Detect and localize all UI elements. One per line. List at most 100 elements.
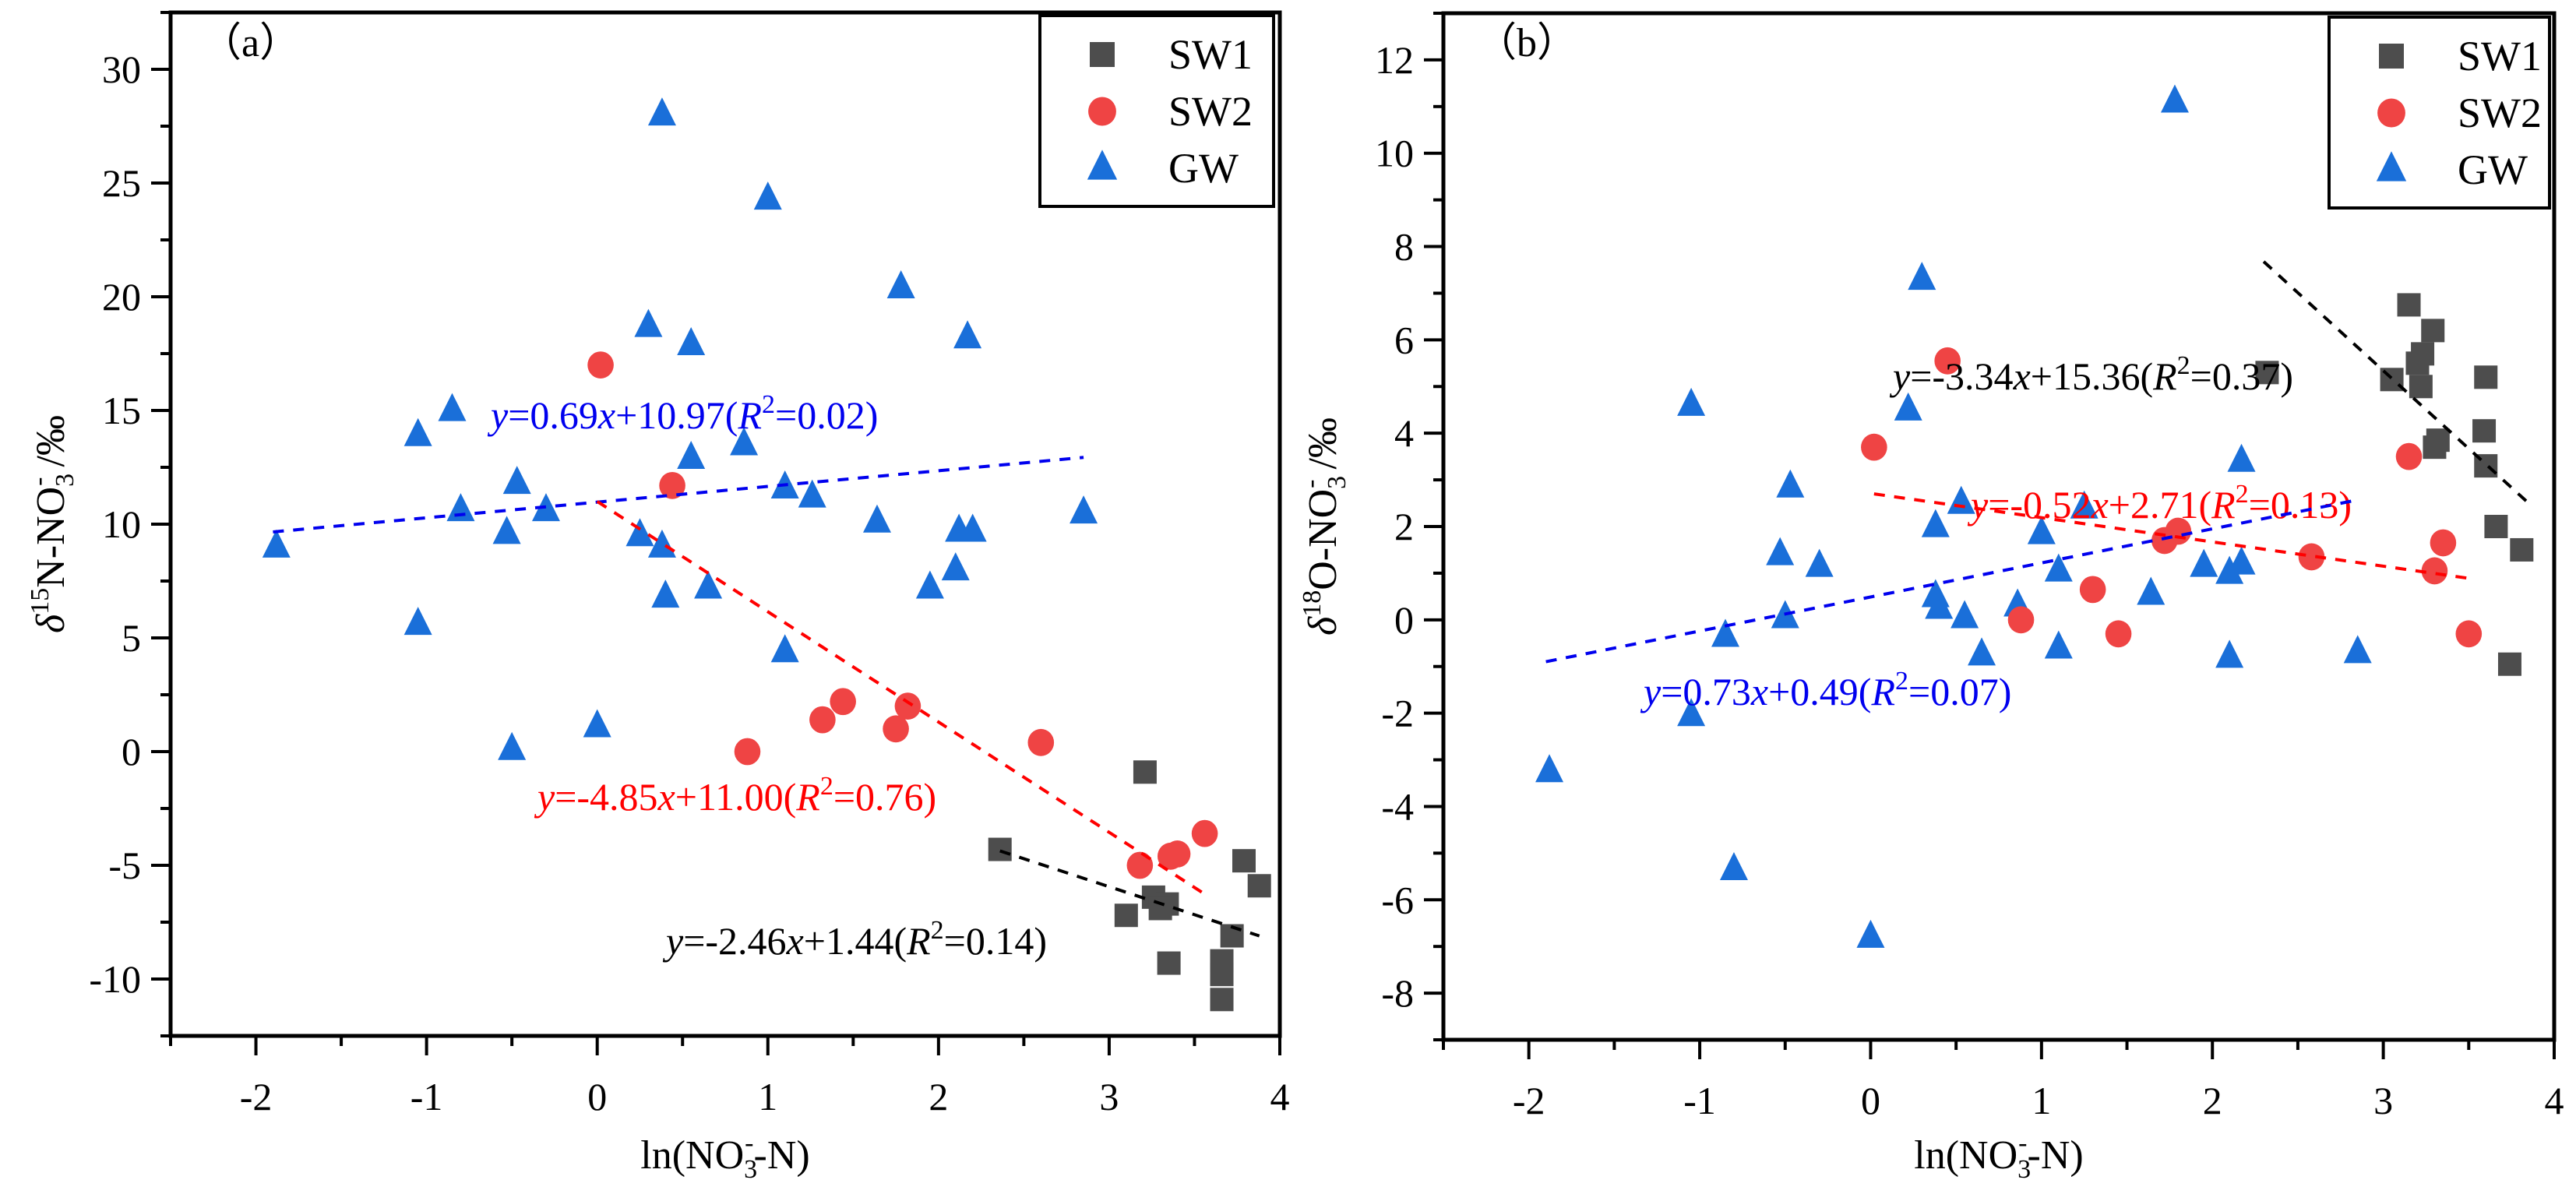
y-tick-label: 0	[122, 730, 141, 773]
x-tick-label: 1	[2032, 1079, 2051, 1122]
data-point-gw	[2044, 553, 2073, 582]
fit-equation-sw2: y=-0.52x+2.71(R2=0.13)	[1967, 480, 2352, 527]
data-point-sw2	[894, 692, 922, 720]
data-point-sw2	[2430, 529, 2457, 557]
data-point-gw	[2215, 639, 2244, 668]
data-point-gw	[2160, 84, 2189, 113]
data-point-gw	[1677, 387, 1706, 416]
data-point-gw	[694, 570, 723, 599]
legend-item-sw2: SW2	[2377, 90, 2542, 136]
series-gw	[1535, 84, 2372, 948]
legend-item-gw: GW	[1087, 145, 1239, 192]
data-point-gw	[1951, 600, 1979, 629]
data-point-gw	[862, 504, 891, 533]
y-tick-label: 25	[102, 161, 141, 205]
data-point-gw	[958, 513, 987, 542]
data-point-gw	[677, 327, 706, 355]
x-tick-label: -2	[1513, 1079, 1545, 1122]
fit-equation-gw: y=0.73x+0.49(R2=0.07)	[1640, 667, 2011, 713]
data-point-gw	[770, 634, 799, 663]
data-point-sw2	[587, 351, 614, 379]
data-point-gw	[941, 552, 970, 581]
data-point-gw	[1070, 495, 1098, 524]
data-point-sw1	[2484, 515, 2508, 538]
data-point-gw	[438, 393, 467, 421]
data-point-sw1	[2405, 351, 2430, 375]
data-point-gw	[2343, 635, 2372, 664]
legend-marker-sw2	[1088, 97, 1116, 126]
data-point-sw1	[1247, 874, 1271, 898]
data-point-sw2	[1934, 347, 1961, 375]
series-sw1	[988, 760, 1271, 1012]
legend: SW1 SW2 GW	[2328, 16, 2551, 210]
y-tick-label: 20	[102, 275, 141, 319]
data-point-sw2	[830, 688, 856, 716]
x-tick-label: 1	[758, 1075, 777, 1118]
legend-marker-sw1	[1090, 42, 1115, 67]
y-tick-label: 30	[102, 48, 141, 91]
series-gw	[262, 97, 1098, 760]
x-tick-label: 2	[929, 1075, 948, 1118]
data-point-gw	[1677, 698, 1706, 727]
x-axis-title: ln(NO3--N)	[640, 1129, 809, 1184]
x-tick-label: 2	[2203, 1079, 2222, 1122]
legend-label: SW1	[2458, 33, 2542, 79]
legend-item-sw2: SW2	[1088, 88, 1253, 135]
y-axis-title: δ15N-NO3- /‰	[24, 415, 79, 633]
fit-line-gw	[1545, 498, 2359, 664]
data-point-gw	[1925, 590, 1954, 619]
x-tick-label: 3	[2373, 1079, 2393, 1122]
x-tick-label: 4	[1270, 1075, 1290, 1118]
y-tick-label: 15	[102, 389, 141, 432]
panel-label: （b）	[1476, 21, 1577, 65]
data-point-sw1	[1148, 896, 1172, 921]
data-point-gw	[1766, 537, 1795, 565]
data-point-gw	[1535, 754, 1564, 783]
data-point-gw	[2190, 548, 2218, 577]
data-point-gw	[1711, 618, 1739, 647]
data-point-sw2	[1191, 819, 1218, 847]
data-point-gw	[1968, 637, 1996, 666]
data-point-sw1	[988, 837, 1012, 861]
y-tick-label: -8	[1381, 971, 1414, 1015]
data-point-gw	[1805, 548, 1834, 577]
data-point-sw2	[2395, 442, 2423, 470]
legend-label: GW	[1168, 145, 1239, 192]
data-point-sw1	[2426, 428, 2450, 453]
data-point-gw	[953, 320, 982, 349]
data-point-sw1	[2472, 419, 2497, 443]
y-tick-label: 10	[102, 502, 141, 546]
data-point-sw1	[2409, 375, 2433, 399]
data-point-sw2	[1027, 728, 1055, 756]
legend-item-gw: GW	[2376, 146, 2528, 193]
legend-marker-sw1	[2379, 44, 2404, 69]
data-point-sw2	[659, 471, 685, 499]
data-point-gw	[730, 427, 759, 456]
y-tick-label: -6	[1381, 878, 1414, 921]
y-tick-label: 2	[1394, 505, 1414, 548]
data-point-gw	[2027, 516, 2056, 544]
series-sw2	[587, 351, 1218, 879]
y-axis-title: δ18O-NO3- /‰	[1296, 417, 1351, 636]
legend-box	[1038, 14, 1275, 208]
data-point-gw	[2137, 576, 2165, 605]
data-point-gw	[798, 479, 826, 508]
legend-label: SW1	[1168, 31, 1253, 78]
data-point-sw2	[2007, 606, 2035, 634]
data-point-sw2	[2079, 576, 2106, 604]
legend-item-sw1: SW1	[1090, 31, 1253, 78]
data-point-gw	[2215, 555, 2244, 584]
legend-label: SW2	[1168, 88, 1253, 135]
data-point-sw1	[1114, 903, 1138, 928]
data-point-gw	[915, 570, 944, 599]
x-tick-label: 0	[1861, 1079, 1880, 1122]
data-point-gw	[753, 181, 782, 210]
x-axis-title: ln(NO3--N)	[1914, 1129, 2083, 1184]
data-point-gw	[262, 529, 291, 558]
legend-label: GW	[2458, 146, 2528, 193]
data-point-sw2	[2105, 620, 2132, 648]
data-point-gw	[647, 529, 676, 558]
data-point-gw	[498, 731, 527, 760]
